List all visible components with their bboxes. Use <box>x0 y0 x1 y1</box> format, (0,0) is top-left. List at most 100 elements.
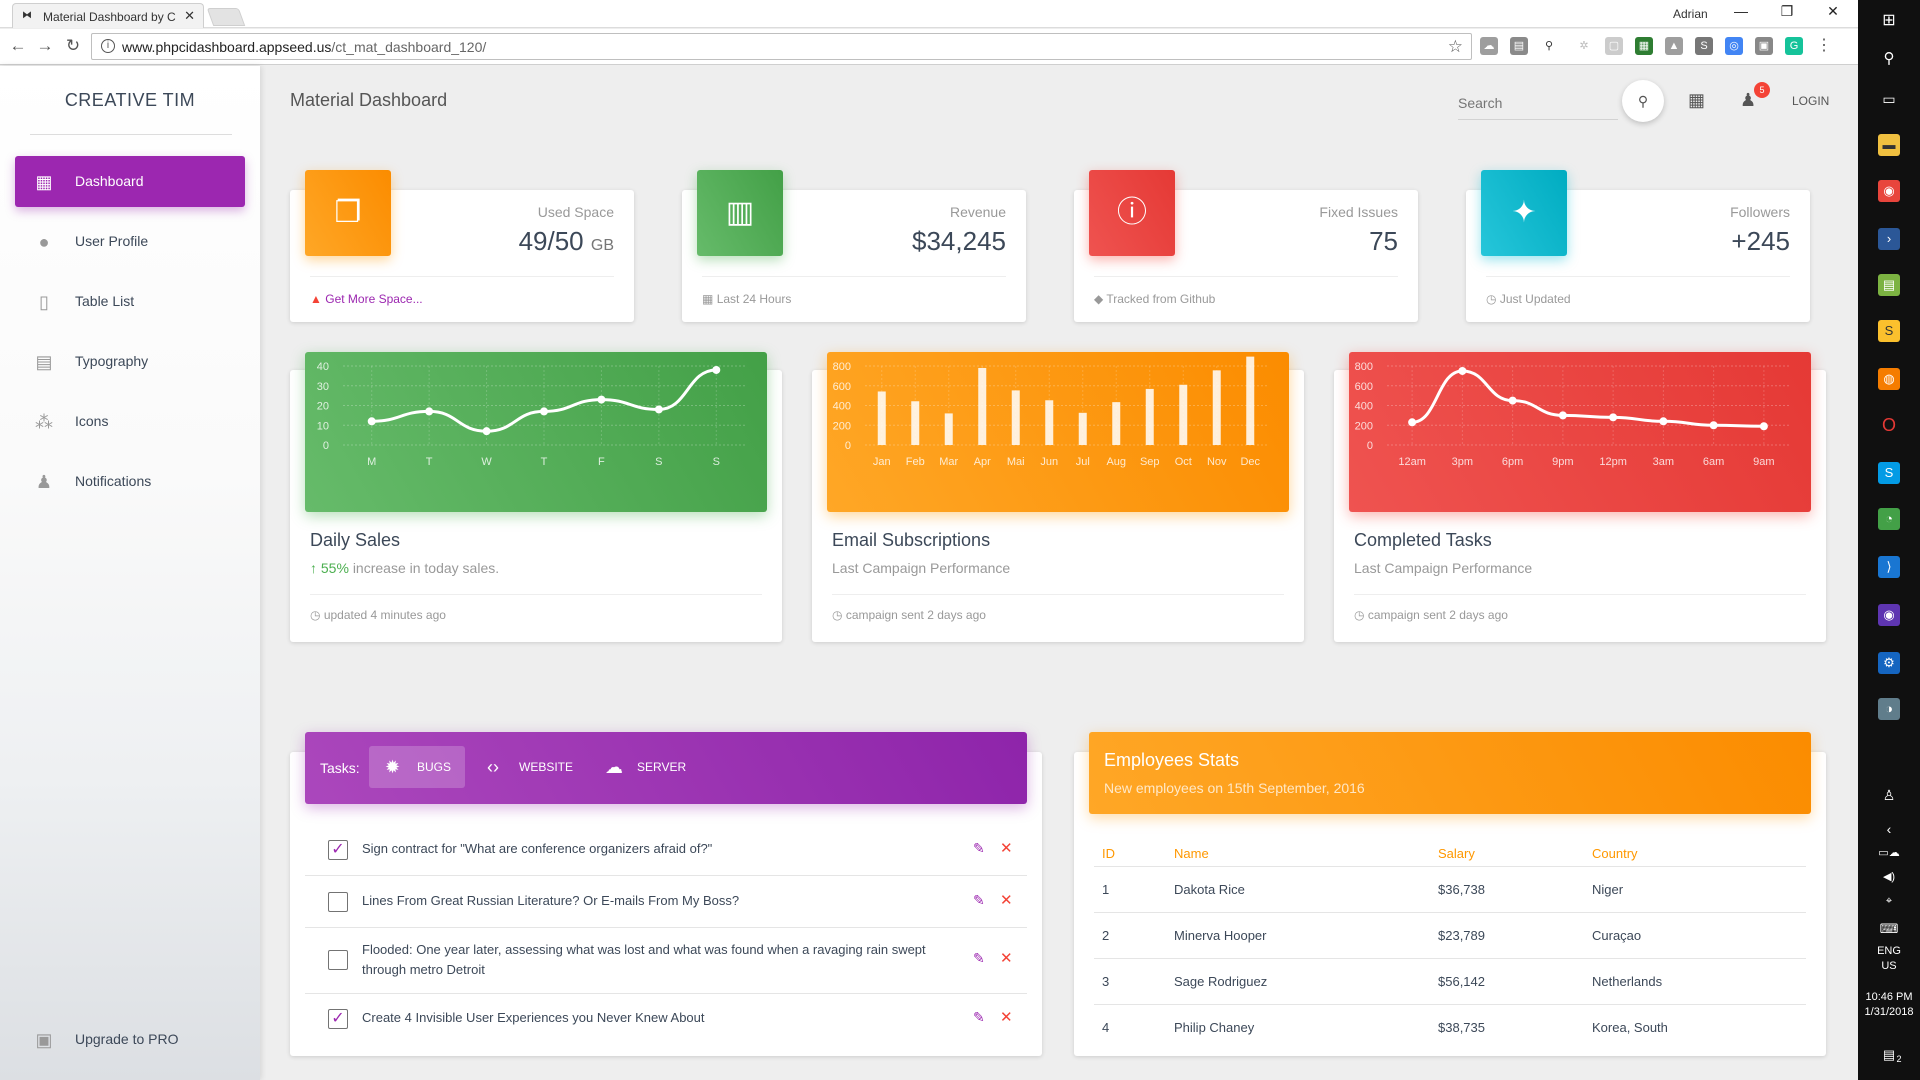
network-icon[interactable]: ⌖ <box>1885 895 1893 907</box>
edit-icon[interactable]: ✎ <box>973 1009 985 1025</box>
remove-icon[interactable]: ✕ <box>1000 892 1013 909</box>
chat-icon[interactable]: ◔ <box>1878 508 1900 530</box>
extension-chrome-icon[interactable]: ◎ <box>1725 37 1743 55</box>
chevron-left-icon[interactable]: ‹ <box>1886 821 1892 837</box>
data-point <box>482 427 491 436</box>
windows-start-icon[interactable]: ⊞ <box>1882 12 1896 29</box>
app-purple-icon[interactable]: ◉ <box>1878 604 1900 626</box>
x-tick-label: 3pm <box>1452 456 1473 468</box>
task-checkbox-checked[interactable]: ✓ <box>328 840 348 860</box>
remove-icon[interactable]: ✕ <box>1000 1009 1013 1026</box>
remove-icon[interactable]: ✕ <box>1000 950 1013 967</box>
opera-icon[interactable]: O <box>1881 415 1896 435</box>
chart-footer: ◷ updated 4 minutes ago <box>310 608 446 622</box>
tab-website[interactable]: ‹› WEBSITE <box>471 746 587 788</box>
back-icon[interactable]: ← <box>9 36 27 55</box>
info-icon[interactable]: i <box>101 39 115 53</box>
extension-gear-icon[interactable]: ✲ <box>1579 40 1589 52</box>
task-checkbox[interactable] <box>328 892 348 912</box>
sidebar-item-user-profile[interactable]: ● User Profile <box>15 216 245 267</box>
forward-icon[interactable]: → <box>36 36 54 55</box>
get-more-space-link[interactable]: Get More Space... <box>325 292 423 306</box>
app-gray-icon[interactable]: ◑ <box>1878 698 1900 720</box>
edit-icon[interactable]: ✎ <box>973 840 985 856</box>
people-icon[interactable]: ♙ <box>1882 787 1896 803</box>
sidebar-item-icons[interactable]: ⁂ Icons <box>15 396 245 447</box>
sidebar-item-dashboard[interactable]: ▦ Dashboard <box>15 156 245 207</box>
reload-icon[interactable]: ↻ <box>65 36 81 55</box>
chart-subtitle: Last Campaign Performance <box>1354 560 1533 576</box>
address-bar: ← → ↻ i www.phpcidashboard.appseed.us/ct… <box>0 29 1858 65</box>
extension-cloud-icon[interactable]: ☁ <box>1480 37 1498 55</box>
new-tab-button[interactable] <box>206 8 246 26</box>
minimize-icon[interactable]: — <box>1734 3 1748 19</box>
extension-pdf-icon[interactable]: ▲ <box>1665 37 1683 55</box>
extension-s-icon[interactable]: S <box>1695 37 1713 55</box>
sidebar: CREATIVE TIM ▦ Dashboard ● User Profile … <box>0 66 260 1080</box>
task-checkbox-checked[interactable]: ✓ <box>328 1009 348 1029</box>
chrome-icon[interactable]: ◉ <box>1878 180 1900 202</box>
restore-icon[interactable]: ❐ <box>1780 3 1794 19</box>
file-explorer-icon[interactable]: ▬ <box>1878 134 1900 156</box>
menu-dots-icon[interactable]: ⋮ <box>1816 37 1832 54</box>
network-app-icon[interactable]: ⚙ <box>1878 652 1900 674</box>
brand-logo[interactable]: CREATIVE TIM <box>64 90 196 110</box>
language-indicator[interactable]: ENG US <box>1858 944 1920 974</box>
extension-search-icon[interactable]: ⚲ <box>1544 40 1554 52</box>
notifications-bell-icon[interactable]: ♟ <box>1740 90 1757 110</box>
x-tick-label: 6pm <box>1502 456 1523 468</box>
profile-name[interactable]: Adrian <box>1673 7 1708 21</box>
x-tick-label: W <box>481 456 492 468</box>
remove-icon[interactable]: ✕ <box>1000 840 1013 857</box>
stat-value: +245 <box>1731 226 1790 256</box>
login-link[interactable]: LOGIN <box>1792 94 1830 108</box>
app-orange-icon[interactable]: ◍ <box>1878 368 1900 390</box>
close-window-icon[interactable]: ✕ <box>1827 3 1839 19</box>
bug-icon: ✹ <box>385 757 401 777</box>
dashboard-grid-icon[interactable]: ▦ <box>1688 90 1706 110</box>
task-checkbox[interactable] <box>328 950 348 970</box>
increase-percent: 55% <box>320 560 349 576</box>
column-header-name: Name <box>1174 846 1209 861</box>
url-input[interactable]: i www.phpcidashboard.appseed.us/ct_mat_d… <box>91 33 1472 60</box>
skype-icon[interactable]: S <box>1878 462 1900 484</box>
battery-icon[interactable]: ▭☁ <box>1878 847 1900 859</box>
keyboard-icon[interactable]: ⌨ <box>1879 921 1899 936</box>
edit-icon[interactable]: ✎ <box>973 892 985 908</box>
notepad-icon[interactable]: ▤ <box>1878 274 1900 296</box>
browser-tab[interactable]: ⧓ Material Dashboard by C ✕ <box>12 3 204 28</box>
notification-badge: 5 <box>1754 82 1770 98</box>
extension-grammarly-icon[interactable]: G <box>1785 37 1803 55</box>
sidebar-item-upgrade[interactable]: ▣ Upgrade to PRO <box>15 1014 245 1065</box>
chart-title: Email Subscriptions <box>832 530 991 550</box>
clock[interactable]: 10:46 PM 1/31/2018 <box>1858 990 1920 1020</box>
extension-doc-icon[interactable]: ▤ <box>1510 37 1528 55</box>
edit-icon[interactable]: ✎ <box>973 950 985 966</box>
search-button[interactable]: ⚲ <box>1622 80 1664 122</box>
volume-icon[interactable]: ◀) <box>1882 871 1896 883</box>
extension-camera-icon[interactable]: ▣ <box>1755 37 1773 55</box>
page-title[interactable]: Material Dashboard <box>290 90 448 110</box>
sidebar-item-table-list[interactable]: ▯ Table List <box>15 276 245 327</box>
bookmark-star-icon[interactable]: ☆ <box>1447 37 1463 56</box>
search-input[interactable] <box>1458 88 1618 118</box>
vscode-icon[interactable]: ⟩ <box>1878 556 1900 578</box>
search-icon[interactable]: ⚲ <box>1883 50 1895 67</box>
sidebar-item-typography[interactable]: ▤ Typography <box>15 336 245 387</box>
sidebar-item-notifications[interactable]: ♟ Notifications <box>15 456 245 507</box>
close-tab-icon[interactable]: ✕ <box>184 8 195 23</box>
extension-new-icon[interactable]: ▦ <box>1635 37 1653 55</box>
task-view-icon[interactable]: ▭ <box>1882 91 1896 107</box>
action-center-icon[interactable]: ▤ <box>1882 1047 1896 1062</box>
tab-server[interactable]: ☁ SERVER <box>589 746 700 788</box>
stat-value-number: 49/50 <box>518 226 584 256</box>
data-point <box>540 407 548 416</box>
upgrade-icon: ▣ <box>35 1030 53 1050</box>
brand-divider <box>30 134 232 135</box>
sublime-icon[interactable]: S <box>1878 320 1900 342</box>
tab-bugs[interactable]: ✹ BUGS <box>369 746 466 788</box>
extension-window-icon[interactable]: ▢ <box>1605 37 1623 55</box>
powershell-icon[interactable]: › <box>1878 228 1900 250</box>
task-text: Flooded: One year later, assessing what … <box>362 942 926 977</box>
update-icon: ◷ <box>1486 292 1497 306</box>
